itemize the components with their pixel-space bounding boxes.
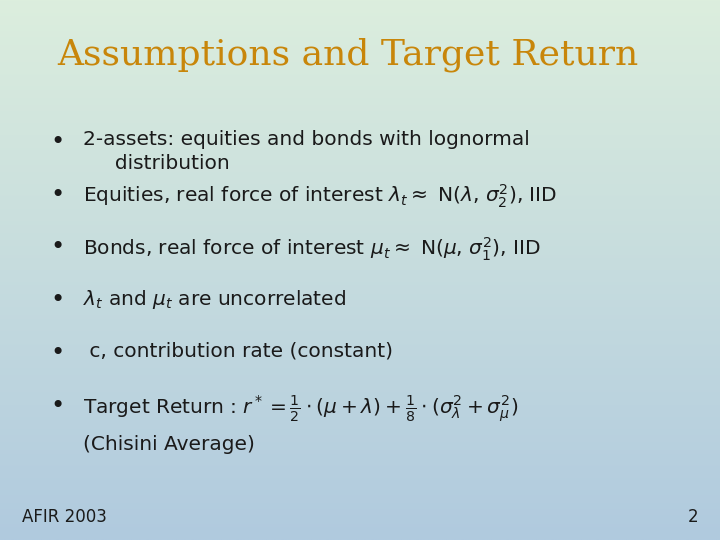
Text: Assumptions and Target Return: Assumptions and Target Return — [58, 38, 639, 72]
Text: •: • — [50, 288, 65, 312]
Text: •: • — [50, 130, 65, 153]
Text: c, contribution rate (constant): c, contribution rate (constant) — [83, 341, 393, 360]
Text: Equities, real force of interest $\lambda_t \approx$ N($\lambda$, $\sigma_2^2$),: Equities, real force of interest $\lambd… — [83, 183, 557, 210]
Text: 2-assets: equities and bonds with lognormal
     distribution: 2-assets: equities and bonds with lognor… — [83, 130, 529, 173]
Text: •: • — [50, 341, 65, 365]
Text: 2: 2 — [688, 509, 698, 526]
Text: $\lambda_t$ and $\mu_t$ are uncorrelated: $\lambda_t$ and $\mu_t$ are uncorrelated — [83, 288, 346, 312]
Text: •: • — [50, 394, 65, 418]
Text: AFIR 2003: AFIR 2003 — [22, 509, 107, 526]
Text: •: • — [50, 235, 65, 259]
Text: •: • — [50, 183, 65, 206]
Text: (Chisini Average): (Chisini Average) — [83, 435, 255, 454]
Text: Target Return : $r^* = \frac{1}{2}\cdot(\mu + \lambda) + \frac{1}{8}\cdot(\sigma: Target Return : $r^* = \frac{1}{2}\cdot(… — [83, 394, 518, 426]
Text: Bonds, real force of interest $\mu_t \approx$ N($\mu$, $\sigma_1^2$), IID: Bonds, real force of interest $\mu_t \ap… — [83, 235, 541, 263]
